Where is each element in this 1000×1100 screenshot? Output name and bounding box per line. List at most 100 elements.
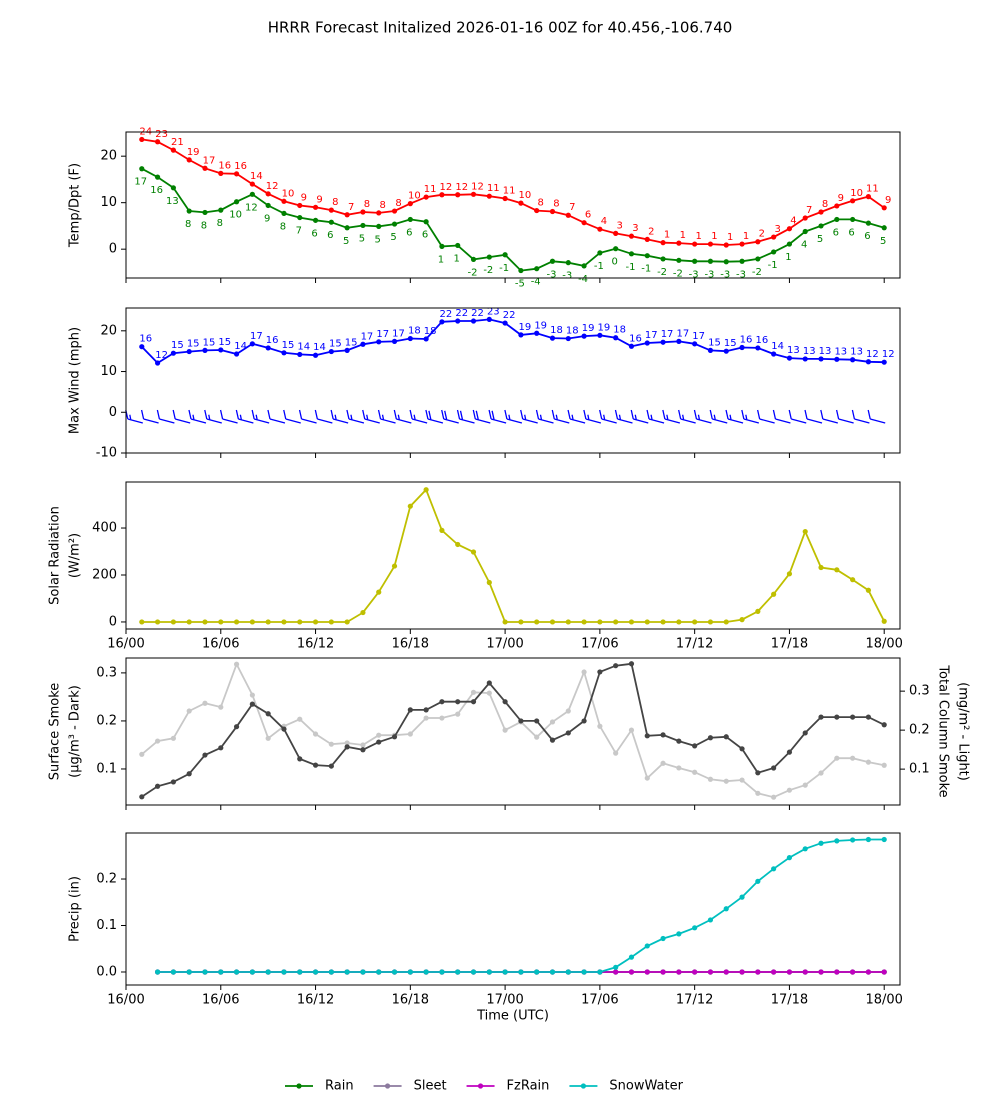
data-point (202, 700, 208, 706)
data-point (565, 260, 571, 266)
data-label: 10 (850, 188, 863, 199)
data-point (881, 969, 887, 975)
data-label: 15 (329, 339, 342, 350)
data-point (771, 249, 777, 255)
data-point (486, 193, 492, 199)
data-point (692, 769, 698, 775)
data-point (249, 701, 255, 707)
data-label: -3 (736, 269, 746, 280)
data-label: 3 (774, 224, 780, 235)
data-point (723, 259, 729, 265)
data-point (644, 253, 650, 259)
data-label: 1 (680, 230, 686, 241)
data-label: 1 (711, 231, 717, 242)
data-point (439, 527, 445, 533)
y-tick-label: 0 (109, 614, 117, 629)
wind-barb (251, 409, 270, 424)
data-point (834, 356, 840, 362)
data-point (534, 266, 540, 272)
data-point (739, 617, 745, 623)
data-point (771, 794, 777, 800)
data-point (786, 226, 793, 232)
data-point (834, 714, 840, 720)
data-label: 14 (234, 341, 247, 352)
data-point (344, 619, 350, 625)
data-point (202, 619, 208, 625)
data-point (739, 894, 745, 900)
data-point (202, 209, 208, 216)
data-point (534, 969, 540, 975)
data-label: 8 (332, 197, 338, 208)
data-point (249, 191, 255, 197)
data-point (344, 740, 350, 746)
data-point (186, 157, 192, 163)
data-point (281, 198, 287, 204)
data-point (249, 969, 255, 975)
data-label: 12 (245, 202, 258, 213)
data-point (818, 209, 824, 215)
wind-barb (362, 409, 380, 424)
data-label: 6 (864, 231, 870, 242)
wind-barb (219, 409, 238, 424)
data-point (170, 619, 176, 625)
data-label: 8 (538, 198, 544, 209)
wind-barb (535, 409, 554, 424)
data-point (755, 770, 761, 776)
y2-tick-label: 0.3 (909, 684, 930, 699)
x-tick-label: 16/12 (297, 637, 334, 652)
data-point (676, 619, 682, 625)
data-label: 15 (203, 337, 216, 348)
data-point (850, 755, 856, 761)
x-tick-label: 17/12 (676, 993, 713, 1008)
axes-frame (125, 657, 901, 806)
data-point (834, 969, 840, 975)
data-point (202, 165, 208, 171)
data-point (771, 765, 777, 771)
data-point (755, 345, 761, 351)
data-point (628, 619, 635, 625)
data-point (202, 969, 208, 975)
data-point (423, 715, 429, 721)
wind-barb (709, 409, 728, 424)
y-tick-label: -10 (96, 446, 117, 461)
data-point (581, 969, 587, 975)
data-label: -1 (499, 263, 509, 274)
data-label: 8 (201, 220, 207, 231)
data-point (660, 619, 666, 625)
data-point (297, 969, 303, 975)
y-tick-label: 0.3 (96, 665, 117, 680)
data-point (628, 969, 635, 975)
y-axis-label: Solar Radiation (48, 506, 63, 605)
data-point (360, 747, 366, 753)
data-point (739, 777, 745, 783)
data-label: 4 (801, 240, 807, 251)
wind-barb (614, 409, 633, 424)
data-point (265, 619, 271, 625)
data-label: 1 (438, 254, 444, 265)
x-tick-label: 17/12 (676, 637, 713, 652)
data-point (865, 714, 872, 720)
data-label: 8 (822, 199, 828, 210)
data-point (218, 170, 224, 176)
wind-barb (235, 409, 254, 424)
legend-marker (296, 1083, 302, 1089)
data-point (439, 969, 445, 975)
data-label: 23 (487, 306, 500, 317)
wind-barb (267, 409, 286, 424)
y-tick-label: 200 (92, 567, 117, 582)
data-point (865, 194, 872, 200)
data-point (771, 234, 777, 240)
data-point (502, 252, 508, 258)
data-point (613, 246, 619, 252)
x-tick-label: 16/18 (392, 993, 429, 1008)
wind-barb (820, 409, 838, 424)
data-point (249, 619, 255, 625)
data-label: 14 (313, 342, 326, 353)
data-point (692, 241, 698, 247)
data-point (376, 732, 382, 738)
data-point (581, 619, 587, 625)
x-tick-label: 17/06 (581, 637, 618, 652)
data-label: 15 (187, 339, 200, 350)
wind-barb (867, 409, 886, 424)
data-point (344, 744, 350, 750)
